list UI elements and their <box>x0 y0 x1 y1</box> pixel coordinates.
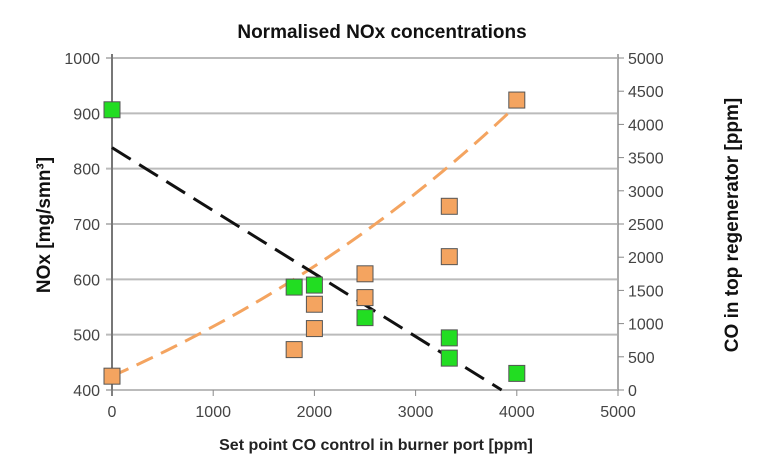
y2-tick-label: 2500 <box>628 217 664 234</box>
y-axis-label: NOx [mg/smn³] <box>34 157 55 293</box>
co-point <box>440 349 458 367</box>
trendline-nox <box>111 103 518 378</box>
trendline-co <box>111 146 503 392</box>
y2-tick-label: 4500 <box>628 84 664 101</box>
nox-point <box>356 289 374 307</box>
x-axis-label: Set point CO control in burner port [ppm… <box>219 437 533 454</box>
y2-tick-label: 3000 <box>628 184 664 201</box>
co-point <box>103 101 121 119</box>
y2-tick-label: 1500 <box>628 283 664 300</box>
y2-tick-label: 1000 <box>628 317 664 334</box>
co-point <box>508 364 526 382</box>
y-tick-label: 1000 <box>64 51 100 68</box>
nox-point <box>508 91 526 109</box>
nox-point <box>440 197 458 215</box>
y2-tick-label: 4000 <box>628 117 664 134</box>
nox-point <box>305 320 323 338</box>
x-tick-label: 2000 <box>297 404 333 421</box>
y2-tick-label: 3500 <box>628 151 664 168</box>
co-point <box>440 329 458 347</box>
y-tick-label: 800 <box>73 162 100 179</box>
y2-tick-label: 0 <box>628 383 637 400</box>
y2-axis-label: CO in top regenerator [ppm] <box>722 98 743 352</box>
nox-point <box>305 295 323 313</box>
co-point <box>356 309 374 327</box>
y-tick-label: 500 <box>73 328 100 345</box>
co-point <box>285 278 303 296</box>
y-tick-label: 900 <box>73 106 100 123</box>
y-tick-label: 700 <box>73 217 100 234</box>
x-tick-label: 4000 <box>499 404 535 421</box>
x-tick-label: 3000 <box>398 404 434 421</box>
nox-point <box>440 248 458 266</box>
co-point <box>305 276 323 294</box>
nox-point <box>356 265 374 283</box>
chart-title: Normalised NOx concentrations <box>237 22 526 43</box>
x-tick-label: 1000 <box>195 404 231 421</box>
nox-point <box>103 367 121 385</box>
y2-tick-label: 500 <box>628 350 655 367</box>
nox-point <box>285 341 303 359</box>
y-tick-label: 600 <box>73 272 100 289</box>
y-tick-label: 400 <box>73 383 100 400</box>
y2-tick-label: 5000 <box>628 51 664 68</box>
x-tick-label: 5000 <box>600 404 636 421</box>
x-tick-label: 0 <box>108 404 117 421</box>
y2-tick-label: 2000 <box>628 250 664 267</box>
